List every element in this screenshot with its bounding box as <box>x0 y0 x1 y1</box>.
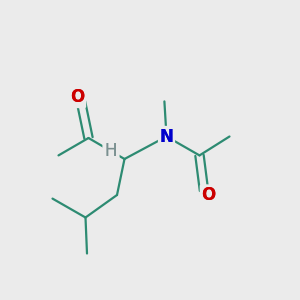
Text: O: O <box>70 88 85 106</box>
Text: H: H <box>105 142 117 160</box>
Text: N: N <box>160 128 173 146</box>
Text: N: N <box>160 128 173 146</box>
Text: O: O <box>201 186 216 204</box>
Text: O: O <box>201 186 216 204</box>
Text: N: N <box>160 128 173 146</box>
Text: O: O <box>201 186 216 204</box>
Text: H: H <box>105 142 117 160</box>
Text: O: O <box>70 88 85 106</box>
Text: H: H <box>104 142 118 160</box>
Text: O: O <box>70 88 85 106</box>
